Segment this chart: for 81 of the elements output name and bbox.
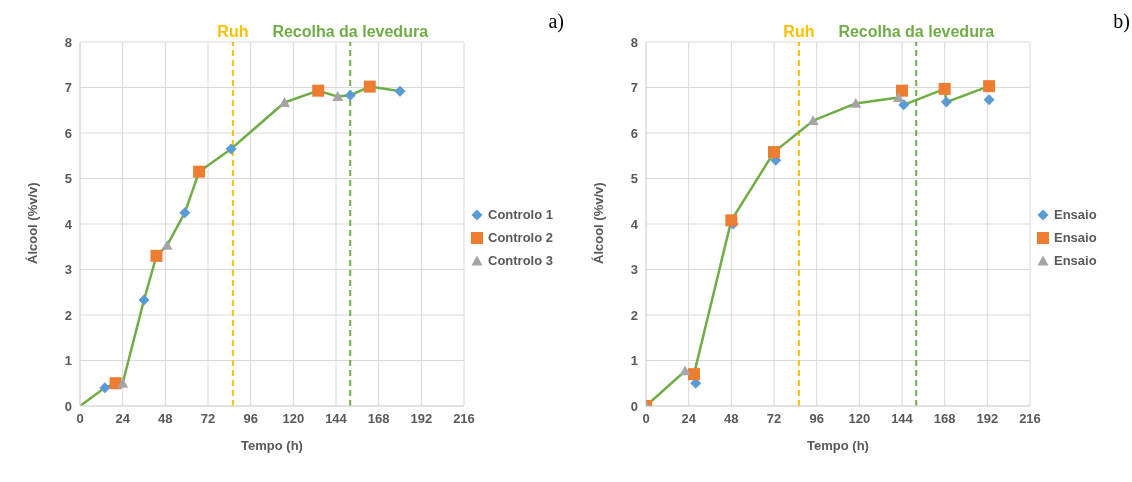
ref-line-label: Recolha da levedura	[838, 23, 995, 40]
ref-line-label: Recolha da levedura	[272, 23, 429, 40]
x-tick-label: 0	[642, 411, 650, 427]
legend-label: Controlo 2	[488, 230, 553, 245]
point	[363, 80, 376, 93]
x-tick-label: 48	[724, 411, 739, 427]
x-tick-label: 72	[766, 411, 782, 427]
x-tick-label: 168	[367, 411, 390, 427]
x-tick-label: 168	[933, 411, 956, 427]
point	[983, 80, 996, 93]
x-axis-title: Tempo (h)	[807, 438, 869, 453]
y-tick-label: 4	[64, 216, 73, 232]
point	[138, 294, 150, 306]
point	[898, 99, 910, 111]
x-tick-label: 0	[76, 411, 84, 427]
legend-label: Ensaio	[1054, 230, 1097, 245]
point	[679, 365, 691, 376]
point	[117, 377, 129, 388]
y-tick-label: 1	[630, 353, 638, 369]
y-tick-label: 0	[630, 398, 638, 414]
point	[940, 96, 952, 108]
point	[312, 84, 325, 97]
x-tick-label: 120	[282, 411, 305, 427]
point	[344, 89, 356, 101]
x-tick-label: 24	[681, 411, 697, 427]
y-tick-label: 3	[64, 262, 72, 278]
text: b)	[1113, 10, 1130, 33]
y-tick-label: 8	[64, 34, 72, 50]
y-tick-label: 3	[630, 262, 638, 278]
x-tick-label: 72	[200, 411, 216, 427]
y-axis-title: Álcool (%v/v)	[24, 182, 40, 264]
y-tick-label: 6	[64, 125, 72, 141]
legend-label: Ensaio	[1054, 253, 1097, 268]
y-tick-label: 2	[64, 307, 72, 323]
text: a)	[548, 10, 564, 33]
legend-label: Controlo 3	[488, 253, 553, 268]
y-tick-label: 4	[630, 216, 639, 232]
point	[896, 84, 908, 97]
x-tick-label: 24	[115, 411, 131, 427]
legend-label: Controlo 1	[488, 207, 553, 222]
point	[193, 165, 206, 178]
point	[938, 82, 951, 95]
legend-label: Ensaio	[1054, 207, 1097, 222]
x-tick-label: 48	[158, 411, 173, 427]
ref-line-label: Ruh	[783, 23, 815, 40]
x-tick-label: 216	[453, 411, 475, 427]
x-axis-title: Tempo (h)	[241, 438, 303, 453]
x-tick-label: 120	[848, 411, 871, 427]
x-tick-label: 192	[976, 411, 999, 427]
point	[768, 146, 780, 159]
point	[150, 249, 163, 262]
y-tick-label: 6	[630, 125, 638, 141]
point	[99, 382, 111, 394]
point	[394, 85, 406, 97]
point	[725, 214, 738, 227]
point	[278, 97, 290, 107]
x-tick-label: 96	[243, 411, 258, 427]
point	[179, 207, 191, 219]
y-tick-label: 8	[630, 34, 638, 50]
point	[688, 368, 700, 381]
ref-line-label: Ruh	[217, 23, 249, 40]
x-tick-label: 192	[410, 411, 433, 427]
point	[892, 92, 904, 102]
x-tick-label: 96	[809, 411, 824, 427]
point	[983, 94, 995, 106]
point	[332, 91, 344, 101]
x-tick-label: 144	[891, 411, 914, 427]
point	[161, 239, 173, 250]
y-tick-label: 5	[630, 171, 638, 187]
y-tick-label: 1	[64, 353, 72, 369]
x-tick-label: 216	[1019, 411, 1041, 427]
y-tick-label: 0	[64, 398, 72, 414]
y-axis-title: Álcool (%v/v)	[590, 182, 606, 264]
point	[850, 97, 862, 108]
y-tick-label: 5	[64, 171, 72, 187]
y-tick-label: 2	[630, 307, 638, 323]
y-tick-label: 7	[630, 80, 638, 96]
point	[807, 115, 819, 126]
point	[225, 143, 237, 155]
y-tick-label: 7	[64, 80, 72, 96]
x-tick-label: 144	[325, 411, 348, 427]
